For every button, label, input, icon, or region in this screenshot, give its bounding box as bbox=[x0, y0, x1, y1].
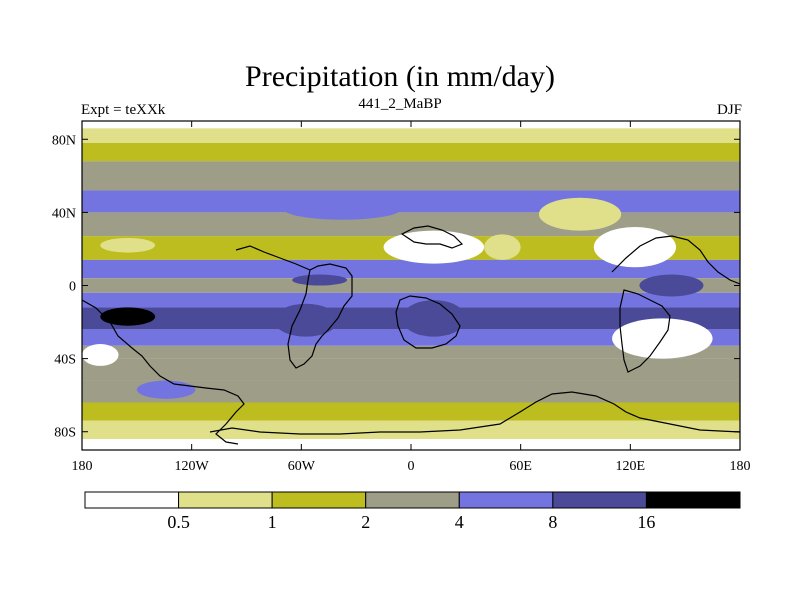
y-tick-label: 40S bbox=[54, 353, 76, 368]
precip-region-south-america-wet bbox=[273, 303, 338, 337]
colorbar-swatch-2 bbox=[271, 491, 367, 509]
colorbar-label: 4 bbox=[455, 512, 464, 532]
axes: 180 120W 60W 0 60E 120E 180 80N 40N 0 40S 80S bbox=[52, 121, 751, 474]
precip-band-13 bbox=[82, 358, 740, 381]
y-tick-label: 80S bbox=[54, 426, 76, 441]
map-title: Precipitation (in mm/day) bbox=[245, 60, 555, 93]
x-tick-label: 180 bbox=[730, 459, 751, 474]
x-tick-label: 120E bbox=[616, 459, 646, 474]
period-label: 441_2_MaBP bbox=[358, 96, 442, 112]
precip-region-north-atlantic-storm bbox=[283, 197, 402, 220]
precip-region-north-pacific-dry bbox=[100, 237, 156, 253]
colorbar-label: 2 bbox=[361, 512, 370, 532]
x-tick-label: 60E bbox=[509, 459, 532, 474]
x-tick-label: 60W bbox=[288, 459, 316, 474]
colorbar-swatch-0 bbox=[84, 491, 180, 509]
precip-band-15 bbox=[82, 402, 740, 421]
colorbar-swatch-5 bbox=[552, 491, 647, 509]
colorbar: 0.5 1 2 4 8 16 bbox=[84, 491, 741, 532]
precip-region-west-pacific-wet bbox=[639, 274, 704, 297]
y-tick-label: 0 bbox=[69, 280, 76, 295]
coastline-asia bbox=[611, 235, 740, 285]
precip-band-4 bbox=[82, 190, 740, 213]
coastlines bbox=[82, 225, 740, 445]
precip-region-east-pacific-dry bbox=[82, 343, 119, 366]
y-tick-label: 80N bbox=[52, 133, 76, 148]
precip-band-2 bbox=[82, 142, 740, 162]
precip-band-14 bbox=[82, 380, 740, 403]
precip-band-16 bbox=[82, 420, 740, 440]
precip-region-asia-plateau-dry bbox=[538, 197, 622, 231]
precip-region-africa-wet bbox=[401, 300, 466, 337]
precip-band-3 bbox=[82, 161, 740, 191]
precip-region-sahara-dry bbox=[383, 230, 485, 264]
coastline-antarctica bbox=[209, 391, 740, 435]
colorbar-swatch-1 bbox=[178, 491, 273, 509]
colorbar-label: 8 bbox=[548, 512, 557, 532]
colorbar-label: 0.5 bbox=[167, 512, 190, 532]
precip-band-1 bbox=[82, 128, 740, 143]
coastline-south-america bbox=[287, 263, 353, 369]
precip-region-south-pacific-dry bbox=[136, 380, 196, 399]
colorbar-swatch-6 bbox=[645, 491, 741, 509]
coastline-north-america bbox=[82, 299, 245, 445]
colorbar-swatch-3 bbox=[365, 491, 460, 509]
precip-band-11 bbox=[82, 329, 740, 346]
precip-region-east-asia-dry bbox=[593, 227, 677, 268]
precip-region-arabia-dry bbox=[484, 234, 521, 260]
coastline-australia bbox=[619, 289, 671, 373]
x-tick-label: 0 bbox=[408, 459, 415, 474]
precip-band-8 bbox=[82, 278, 740, 293]
precip-band-9 bbox=[82, 292, 740, 308]
coastline-africa bbox=[395, 295, 461, 349]
coastline-europe bbox=[400, 225, 464, 249]
precip-region-south-pacific-wet bbox=[100, 307, 156, 326]
coastline-central-america bbox=[235, 245, 311, 271]
precip-band-12 bbox=[82, 345, 740, 359]
season-label: DJF bbox=[716, 102, 742, 118]
precipitation-field bbox=[82, 121, 740, 450]
experiment-label: Expt = teXXk bbox=[81, 102, 166, 118]
precip-band-7 bbox=[82, 259, 740, 279]
colorbar-label: 16 bbox=[637, 512, 655, 532]
y-tick-label: 40N bbox=[52, 206, 76, 221]
colorbar-swatch-4 bbox=[458, 491, 554, 509]
precip-region-central-america-wet bbox=[292, 274, 348, 286]
x-tick-label: 120W bbox=[175, 459, 210, 474]
colorbar-label: 1 bbox=[268, 512, 277, 532]
x-tick-label: 180 bbox=[72, 459, 93, 474]
